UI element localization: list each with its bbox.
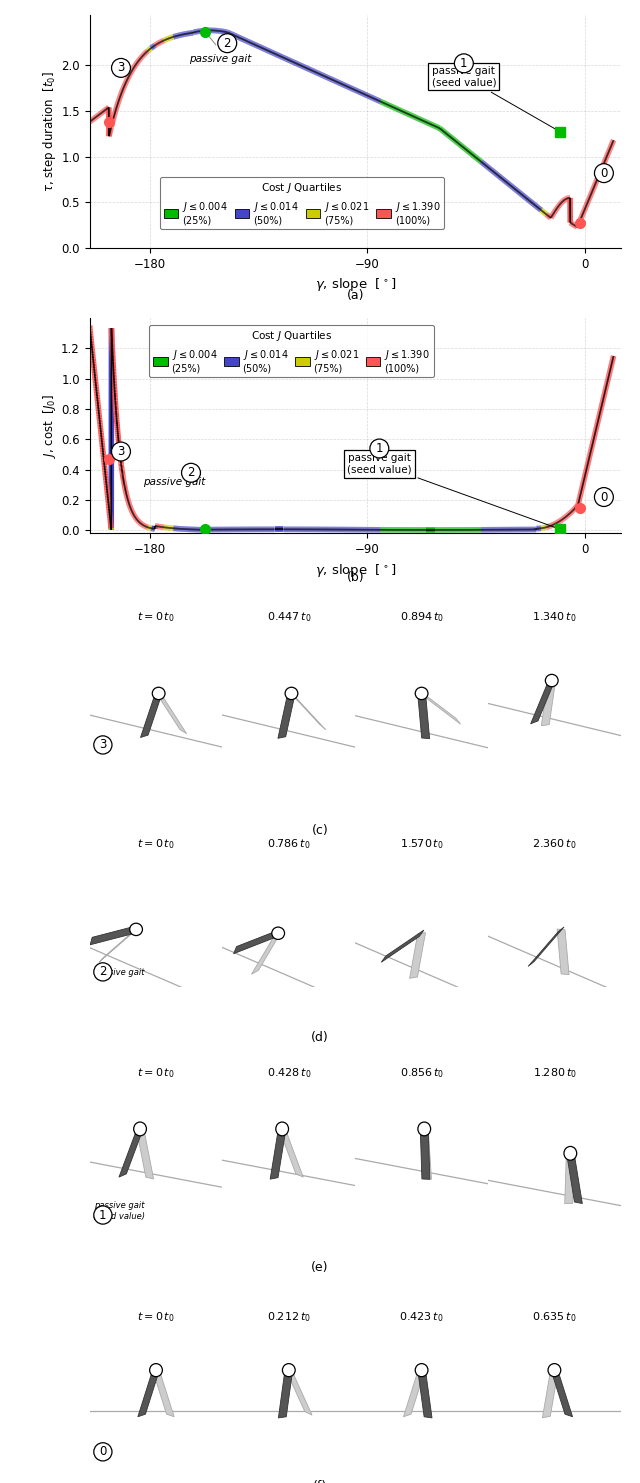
Text: $0.856\,t_0$: $0.856\,t_0$ xyxy=(399,1066,444,1080)
Circle shape xyxy=(545,675,558,687)
Polygon shape xyxy=(418,1370,432,1418)
Circle shape xyxy=(548,1363,561,1376)
Text: 3: 3 xyxy=(117,445,125,458)
Legend: $J \leq 0.004$
(25%), $J \leq 0.014$
(50%), $J \leq 0.021$
(75%), $J \leq 1.390$: $J \leq 0.004$ (25%), $J \leq 0.014$ (50… xyxy=(149,325,434,377)
Polygon shape xyxy=(550,1369,573,1416)
Circle shape xyxy=(285,687,298,700)
Text: $1.280\,t_0$: $1.280\,t_0$ xyxy=(532,1066,576,1080)
Polygon shape xyxy=(234,930,280,954)
Text: passive gait: passive gait xyxy=(143,478,205,486)
Text: 2: 2 xyxy=(188,466,195,479)
Polygon shape xyxy=(564,1154,574,1204)
Polygon shape xyxy=(289,691,326,730)
Polygon shape xyxy=(136,1129,154,1179)
X-axis label: $\gamma$, slope  $[^\circ]$: $\gamma$, slope $[^\circ]$ xyxy=(315,562,396,578)
Polygon shape xyxy=(403,1369,426,1416)
Text: (e): (e) xyxy=(311,1262,329,1274)
Polygon shape xyxy=(252,931,282,974)
Polygon shape xyxy=(152,1369,174,1416)
Text: $1.340\,t_0$: $1.340\,t_0$ xyxy=(532,611,577,624)
Polygon shape xyxy=(381,930,424,962)
Circle shape xyxy=(564,1146,577,1160)
Polygon shape xyxy=(119,1127,144,1178)
Text: passive gait
(seed value): passive gait (seed value) xyxy=(347,454,558,528)
Circle shape xyxy=(130,924,143,936)
Text: passive gait
(seed value): passive gait (seed value) xyxy=(93,1201,145,1221)
Polygon shape xyxy=(99,927,139,962)
Circle shape xyxy=(152,687,165,700)
Polygon shape xyxy=(420,1129,431,1179)
Circle shape xyxy=(418,1123,431,1136)
Text: passive gait: passive gait xyxy=(189,55,251,64)
Polygon shape xyxy=(141,693,163,737)
Text: (b): (b) xyxy=(346,571,364,584)
Text: 1: 1 xyxy=(460,56,468,70)
Polygon shape xyxy=(420,1129,430,1179)
Text: passive gait: passive gait xyxy=(93,968,144,977)
Circle shape xyxy=(134,1123,147,1136)
Text: $t = 0\,t_0$: $t = 0\,t_0$ xyxy=(137,1066,175,1080)
Circle shape xyxy=(276,1123,289,1136)
Polygon shape xyxy=(270,1129,286,1179)
Circle shape xyxy=(415,687,428,700)
Polygon shape xyxy=(541,681,556,725)
Text: $0.428\,t_0$: $0.428\,t_0$ xyxy=(267,1066,311,1080)
Polygon shape xyxy=(156,691,187,734)
Text: passive gait
(seed value): passive gait (seed value) xyxy=(431,65,558,131)
Text: 3: 3 xyxy=(117,61,125,74)
Text: 1: 1 xyxy=(376,442,383,455)
Legend: $J \leq 0.004$
(25%), $J \leq 0.014$
(50%), $J \leq 0.021$
(75%), $J \leq 1.390$: $J \leq 0.004$ (25%), $J \leq 0.014$ (50… xyxy=(160,176,444,230)
Text: $0.423\,t_0$: $0.423\,t_0$ xyxy=(399,1309,444,1324)
Text: $0.894\,t_0$: $0.894\,t_0$ xyxy=(399,611,444,624)
Text: $0.212\,t_0$: $0.212\,t_0$ xyxy=(267,1309,310,1324)
Circle shape xyxy=(282,1363,295,1376)
Text: (d): (d) xyxy=(311,1031,329,1044)
Text: $0.786\,t_0$: $0.786\,t_0$ xyxy=(267,838,310,851)
Y-axis label: $\tau$, step duration  $[t_0]$: $\tau$, step duration $[t_0]$ xyxy=(42,71,58,191)
Polygon shape xyxy=(410,933,426,979)
Text: 2: 2 xyxy=(223,37,231,50)
Polygon shape xyxy=(418,693,429,739)
Circle shape xyxy=(415,1363,428,1376)
Text: 0: 0 xyxy=(600,166,607,179)
Text: (c): (c) xyxy=(312,825,328,838)
X-axis label: $\gamma$, slope  $[^\circ]$: $\gamma$, slope $[^\circ]$ xyxy=(315,276,396,294)
Polygon shape xyxy=(419,691,461,724)
Circle shape xyxy=(150,1363,163,1376)
Polygon shape xyxy=(531,679,556,724)
Y-axis label: $J$, cost  $[J_0]$: $J$, cost $[J_0]$ xyxy=(42,394,58,458)
Text: $t = 0\,t_0$: $t = 0\,t_0$ xyxy=(137,838,175,851)
Polygon shape xyxy=(528,927,564,967)
Text: 2: 2 xyxy=(99,965,107,979)
Text: 3: 3 xyxy=(99,739,107,752)
Text: $t = 0\,t_0$: $t = 0\,t_0$ xyxy=(137,611,175,624)
Text: 0: 0 xyxy=(600,491,607,504)
Text: $t = 0\,t_0$: $t = 0\,t_0$ xyxy=(137,1309,175,1324)
Polygon shape xyxy=(566,1152,582,1204)
Polygon shape xyxy=(557,928,569,974)
Polygon shape xyxy=(90,925,137,945)
Polygon shape xyxy=(278,1127,303,1178)
Polygon shape xyxy=(285,1369,312,1415)
Text: $2.360\,t_0$: $2.360\,t_0$ xyxy=(532,838,577,851)
Text: $0.447\,t_0$: $0.447\,t_0$ xyxy=(267,611,311,624)
Polygon shape xyxy=(278,693,295,739)
Text: 1: 1 xyxy=(99,1209,107,1222)
Circle shape xyxy=(272,927,285,939)
Polygon shape xyxy=(138,1369,160,1416)
Text: 0: 0 xyxy=(99,1446,107,1458)
Text: $1.570\,t_0$: $1.570\,t_0$ xyxy=(400,838,444,851)
Polygon shape xyxy=(543,1369,558,1418)
Text: $0.635\,t_0$: $0.635\,t_0$ xyxy=(532,1309,577,1324)
Polygon shape xyxy=(278,1370,292,1418)
Text: (f): (f) xyxy=(313,1480,327,1483)
Text: (a): (a) xyxy=(346,289,364,303)
